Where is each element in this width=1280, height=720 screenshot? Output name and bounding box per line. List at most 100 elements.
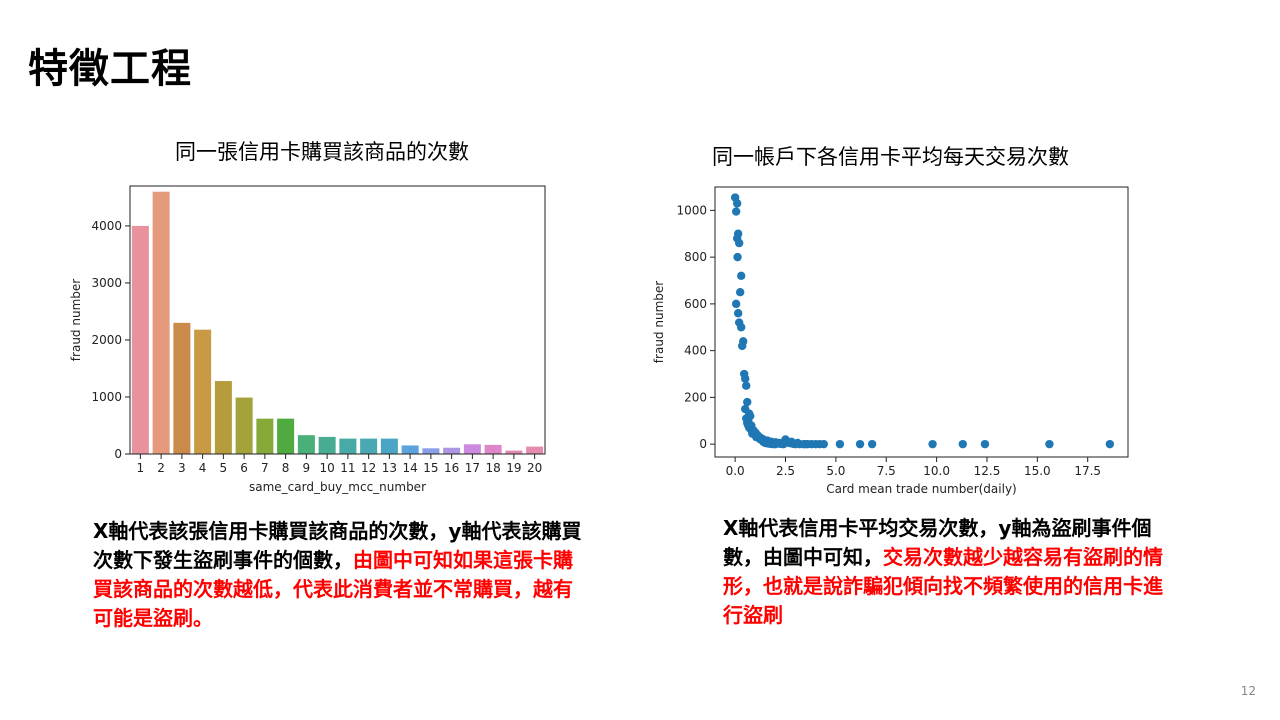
x-tick-label: 2.5 [776,464,795,478]
bar-2 [152,191,170,454]
plot-frame [129,185,546,455]
scatter-point [736,271,746,281]
bar-16 [443,447,461,454]
x-tick-label: 8 [282,461,290,475]
bar-17 [463,444,481,454]
bar-8 [277,418,295,454]
x-tick-label: 17 [465,461,480,475]
x-tick-label: 16 [444,461,459,475]
right-description-normal: X軸代表信用卡平均交易次數，y軸為盜刷事件個數，由圖中可知， [723,516,1152,569]
bar-5 [214,381,232,454]
bar-4 [194,329,212,454]
x-tick-label: 9 [303,461,311,475]
scatter-point [801,439,810,449]
y-tick-label: 400 [684,344,707,358]
scatter-point [731,207,741,216]
x-tick-label: 7.5 [877,464,896,478]
y-tick-label: 200 [684,390,707,404]
bar-7 [256,418,274,454]
chart-title-bar: 同一張信用卡購買該商品的次數 [175,140,469,164]
bar-19 [505,450,523,454]
bar-6 [235,397,253,454]
bar-13 [380,438,398,454]
right-description: X軸代表信用卡平均交易次數，y軸為盜刷事件個數，由圖中可知，交易次數越少越容易有… [723,514,1163,630]
bar-14 [401,445,419,454]
page-number: 12 [1240,684,1256,698]
scatter-point [733,309,743,318]
bar-20 [526,446,544,454]
x-tick-label: 19 [506,461,521,475]
bar-18 [484,444,502,454]
x-tick-label: 12.5 [974,464,1001,478]
scatter-point [737,341,747,351]
scatter-point [736,323,746,332]
plot-frame [714,186,1129,458]
bar-9 [297,435,315,454]
x-tick-label: 1 [137,461,145,475]
slide-title: 特徵工程 [28,46,192,92]
x-tick-label: 4 [199,461,207,475]
y-tick-label: 1000 [676,203,707,217]
x-tick-label: 17.5 [1074,464,1101,478]
left-description-highlight: 由圖中可知如果這張卡購買該商品的次數越低，代表此消費者並不常購買，越有可能是盜刷… [93,548,573,630]
scatter-point [980,439,990,449]
scatter-point [958,439,967,449]
scatter-point [735,287,745,297]
scatter-chart: 0 200 400 600 800 1000 0.0 2.5 5.0 7.5 10.0 12.5 15.… [652,186,1129,496]
scatter-point [835,439,845,449]
y-axis-label: fraud number [652,281,666,363]
scatter-point [1105,439,1115,449]
y-axis-label: fraud number [69,279,83,361]
left-description: X軸代表該張信用卡購買該商品的次數，y軸代表該購買次數下發生盜刷事件的個數，由圖… [93,517,583,633]
scatter-point [733,252,742,262]
x-tick-label: 20 [527,461,542,475]
x-axis-label: same_card_buy_mcc_number [249,480,426,494]
bar-12 [360,438,378,454]
x-tick-label: 3 [178,461,186,475]
y-tick-label: 3000 [91,276,122,290]
bar-10 [318,436,336,454]
y-tick-label: 0 [699,437,707,451]
scatter-point [731,299,741,309]
x-tick-label: 11 [340,461,355,475]
y-tick-label: 1000 [91,390,122,404]
x-tick-label: 14 [402,461,417,475]
scatter-point [928,439,937,449]
scatter-point [867,439,877,449]
y-tick-label: 4000 [91,219,122,233]
x-tick-label: 7 [261,461,269,475]
y-tick-label: 600 [684,297,707,311]
x-axis-label: Card mean trade number(daily) [826,482,1016,496]
left-description-normal: X軸代表該張信用卡購買該商品的次數，y軸代表該購買次數下發生盜刷事件的個數， [93,519,582,572]
y-tick-label: 2000 [91,333,122,347]
x-tick-label: 13 [382,461,397,475]
scatter-point [819,439,828,449]
chart-title-scatter: 同一帳戶下各信用卡平均每天交易次數 [712,145,1069,169]
x-tick-label: 15.0 [1024,464,1051,478]
bar-11 [339,438,357,454]
scatter-point [734,238,744,248]
bar-15 [422,448,440,454]
scatter-point [732,199,742,208]
scatter-point [744,421,753,430]
bar-1 [131,225,149,454]
x-tick-label: 5 [220,461,228,475]
scatter-point [742,381,751,390]
x-tick-label: 2 [157,461,165,475]
y-tick-label: 0 [114,447,122,461]
x-tick-label: 10 [319,461,334,475]
x-tick-label: 5.0 [826,464,845,478]
x-tick-label: 15 [423,461,438,475]
scatter-point [741,374,750,383]
right-description-highlight: 交易次數越少越容易有盜刷的情形，也就是說詐騙犯傾向找不頻繁使用的信用卡進行盜刷 [723,545,1163,627]
scatter-point [742,414,751,423]
scatter-point [793,438,802,448]
x-tick-label: 6 [240,461,248,475]
y-tick-label: 800 [684,250,707,264]
scatter-point [756,435,765,444]
x-tick-label: 18 [485,461,500,475]
bar-3 [173,322,191,454]
scatter-point [1045,439,1054,449]
x-tick-label: 0.0 [726,464,745,478]
